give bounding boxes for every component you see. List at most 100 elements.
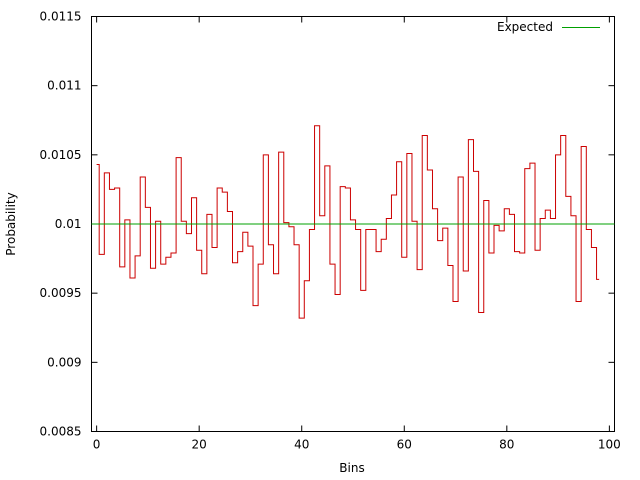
data-point xyxy=(296,244,297,245)
data-point xyxy=(96,164,97,165)
data-point xyxy=(301,317,302,318)
data-point xyxy=(363,290,364,291)
data-point xyxy=(137,255,138,256)
data-point xyxy=(199,250,200,251)
data-point xyxy=(593,247,594,248)
data-point xyxy=(440,240,441,241)
data-point xyxy=(255,305,256,306)
data-point xyxy=(486,200,487,201)
data-point xyxy=(573,215,574,216)
data-point xyxy=(142,176,143,177)
data-point xyxy=(599,279,600,280)
data-point xyxy=(209,214,210,215)
data-point xyxy=(111,189,112,190)
data-point xyxy=(317,125,318,126)
data-point xyxy=(563,135,564,136)
legend-label-expected: Expected xyxy=(497,20,553,34)
data-point xyxy=(450,265,451,266)
data-point xyxy=(552,218,553,219)
data-point xyxy=(260,264,261,265)
data-point xyxy=(332,264,333,265)
data-point xyxy=(281,151,282,152)
data-point xyxy=(537,250,538,251)
data-point xyxy=(527,168,528,169)
data-point xyxy=(588,229,589,230)
x-tick-label: 40 xyxy=(294,438,309,452)
data-point xyxy=(547,210,548,211)
data-point xyxy=(132,277,133,278)
data-point xyxy=(122,266,123,267)
data-point xyxy=(337,294,338,295)
data-point xyxy=(583,146,584,147)
data-point xyxy=(306,280,307,281)
data-point xyxy=(204,273,205,274)
data-point xyxy=(568,196,569,197)
data-point xyxy=(173,252,174,253)
data-point xyxy=(117,187,118,188)
data-point xyxy=(445,228,446,229)
data-point xyxy=(163,264,164,265)
x-tick-label: 100 xyxy=(598,438,621,452)
data-point xyxy=(342,186,343,187)
data-point xyxy=(178,157,179,158)
data-point xyxy=(234,262,235,263)
data-point xyxy=(219,187,220,188)
x-tick-label: 20 xyxy=(192,438,207,452)
data-point xyxy=(465,270,466,271)
y-tick-label: 0.0085 xyxy=(40,425,82,439)
data-point xyxy=(419,269,420,270)
data-point xyxy=(240,251,241,252)
data-point xyxy=(106,172,107,173)
data-point xyxy=(460,176,461,177)
data-point xyxy=(214,247,215,248)
data-point xyxy=(291,226,292,227)
data-point xyxy=(393,194,394,195)
x-tick-label: 0 xyxy=(93,438,101,452)
data-point xyxy=(511,214,512,215)
data-point xyxy=(352,219,353,220)
data-point xyxy=(409,153,410,154)
data-point xyxy=(424,135,425,136)
data-point xyxy=(542,218,543,219)
data-point xyxy=(516,251,517,252)
x-tick-label: 80 xyxy=(499,438,514,452)
data-point xyxy=(270,244,271,245)
data-point xyxy=(404,257,405,258)
data-point xyxy=(475,171,476,172)
data-point xyxy=(481,312,482,313)
legend: Expected xyxy=(497,20,600,34)
data-point xyxy=(193,197,194,198)
data-point xyxy=(388,218,389,219)
data-point xyxy=(168,257,169,258)
data-point xyxy=(275,273,276,274)
data-point xyxy=(245,232,246,233)
data-point xyxy=(188,233,189,234)
data-point xyxy=(532,163,533,164)
data-point xyxy=(383,239,384,240)
data-point xyxy=(229,211,230,212)
data-point xyxy=(265,154,266,155)
y-tick-label: 0.01 xyxy=(55,217,82,231)
data-point xyxy=(152,268,153,269)
data-point xyxy=(286,222,287,223)
data-point xyxy=(250,246,251,247)
data-point xyxy=(522,252,523,253)
data-point xyxy=(558,154,559,155)
data-point xyxy=(491,252,492,253)
y-axis-title: Probability xyxy=(4,192,18,255)
data-point xyxy=(327,165,328,166)
data-point xyxy=(470,139,471,140)
y-tick-label: 0.0095 xyxy=(40,286,82,300)
x-axis-title: Bins xyxy=(339,461,364,475)
data-point xyxy=(358,229,359,230)
series-histogram-step-line xyxy=(96,125,600,319)
data-point xyxy=(127,219,128,220)
data-point xyxy=(501,230,502,231)
data-point xyxy=(429,169,430,170)
y-tick-label: 0.011 xyxy=(47,79,81,93)
data-point xyxy=(578,301,579,302)
data-point xyxy=(347,187,348,188)
x-tick-label: 60 xyxy=(397,438,412,452)
data-point xyxy=(506,208,507,209)
